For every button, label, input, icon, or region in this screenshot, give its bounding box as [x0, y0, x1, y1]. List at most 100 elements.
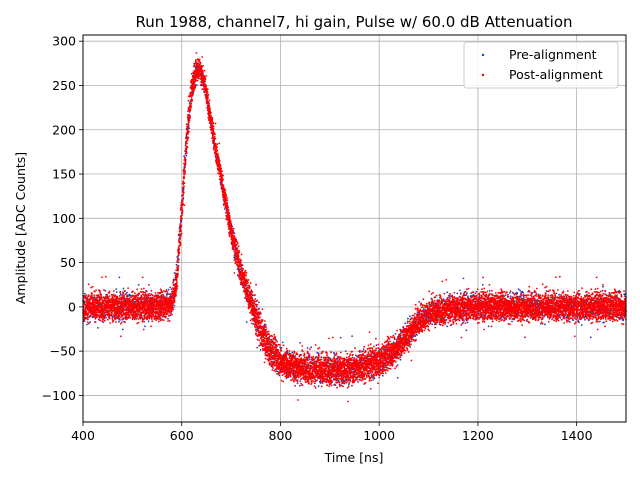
- data-point: [466, 292, 468, 294]
- data-point: [143, 317, 146, 320]
- data-point: [310, 346, 313, 349]
- data-point: [291, 351, 294, 354]
- data-point: [118, 315, 121, 318]
- data-point: [296, 382, 299, 385]
- data-point: [459, 289, 461, 292]
- data-point: [170, 309, 173, 312]
- data-point: [91, 292, 93, 295]
- data-point: [118, 320, 120, 323]
- data-point: [245, 321, 248, 323]
- data-point: [278, 374, 281, 377]
- data-point: [539, 322, 542, 325]
- data-point: [170, 288, 173, 291]
- data-point: [169, 312, 172, 315]
- data-point: [169, 314, 172, 317]
- data-point: [129, 299, 132, 301]
- data-point: [151, 320, 154, 323]
- data-point: [509, 295, 512, 298]
- data-point: [190, 72, 193, 75]
- data-point: [394, 333, 397, 335]
- data-point: [93, 294, 96, 296]
- data-point: [508, 292, 511, 294]
- data-point: [92, 315, 95, 318]
- data-point: [115, 321, 117, 323]
- data-point: [140, 297, 142, 300]
- data-point: [98, 296, 100, 298]
- data-point: [138, 315, 141, 317]
- data-point: [87, 283, 90, 286]
- data-point: [317, 385, 320, 388]
- data-point: [87, 294, 90, 297]
- data-point: [85, 316, 88, 319]
- data-point: [135, 317, 138, 320]
- data-point: [351, 356, 354, 359]
- data-point: [128, 315, 131, 317]
- data-point: [120, 321, 123, 324]
- data-point: [162, 294, 165, 296]
- data-point: [90, 286, 92, 289]
- data-point: [159, 292, 162, 295]
- data-point: [165, 289, 168, 291]
- data-point: [162, 316, 164, 318]
- data-point: [584, 318, 586, 321]
- data-point: [519, 289, 521, 292]
- data-point: [95, 316, 98, 319]
- data-point: [98, 304, 101, 307]
- data-point: [173, 279, 175, 282]
- data-point: [164, 290, 167, 293]
- data-point: [168, 319, 171, 322]
- data-point: [86, 321, 89, 323]
- data-point: [124, 321, 126, 324]
- data-point: [165, 295, 168, 297]
- data-point: [601, 289, 604, 292]
- data-point: [511, 320, 513, 323]
- data-point: [173, 304, 176, 307]
- data-point: [418, 301, 421, 303]
- data-point: [446, 291, 449, 294]
- data-point: [170, 298, 173, 300]
- data-point: [99, 292, 102, 295]
- data-point: [114, 316, 116, 318]
- data-point: [95, 311, 98, 314]
- data-point: [147, 320, 150, 323]
- data-point: [157, 320, 160, 323]
- data-point: [164, 315, 167, 318]
- data-point: [87, 318, 89, 321]
- data-point: [168, 314, 170, 317]
- data-point: [603, 321, 605, 324]
- data-point: [558, 293, 560, 296]
- data-point: [84, 318, 86, 320]
- data-point: [83, 292, 86, 295]
- data-point: [122, 317, 125, 319]
- data-point: [148, 317, 151, 320]
- data-point: [167, 320, 170, 322]
- data-point: [148, 292, 151, 295]
- data-point: [150, 325, 152, 328]
- data-point: [127, 287, 129, 289]
- data-point: [185, 154, 188, 157]
- data-point: [148, 284, 150, 286]
- data-point: [104, 275, 107, 278]
- data-point: [119, 291, 122, 294]
- data-point: [136, 315, 139, 318]
- data-point: [138, 292, 140, 295]
- data-point: [101, 276, 103, 279]
- data-point: [344, 350, 347, 352]
- data-point: [113, 290, 115, 292]
- data-point: [281, 341, 284, 344]
- data-point: [544, 323, 546, 326]
- data-point: [504, 294, 507, 296]
- data-point: [580, 324, 583, 326]
- data-point: [456, 292, 459, 295]
- data-point: [155, 319, 158, 321]
- data-point: [172, 308, 175, 311]
- data-point: [145, 294, 148, 297]
- data-point: [404, 322, 407, 325]
- data-point: [129, 316, 132, 319]
- data-point: [144, 315, 146, 318]
- data-point: [121, 328, 124, 331]
- data-point: [97, 327, 99, 329]
- data-point: [602, 285, 604, 288]
- data-point: [111, 312, 113, 315]
- data-point: [299, 342, 302, 344]
